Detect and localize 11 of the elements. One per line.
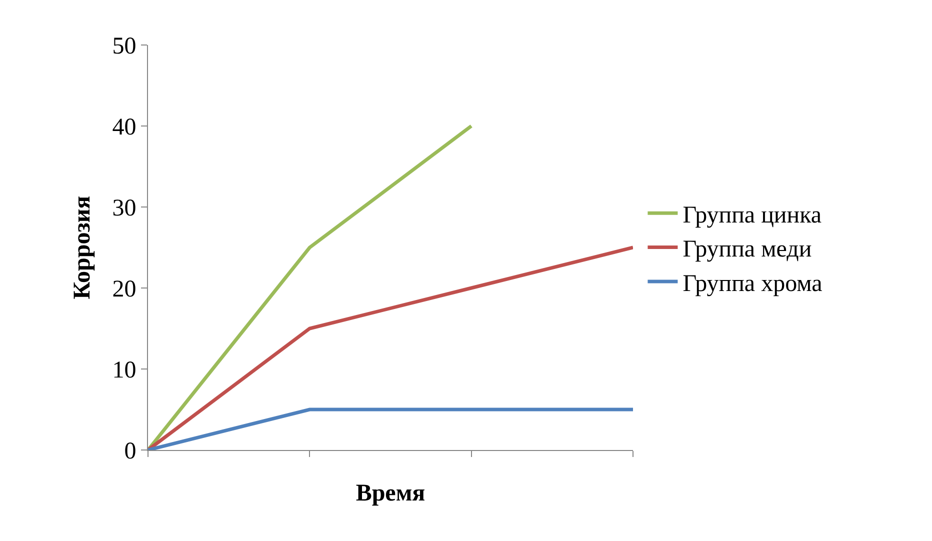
x-axis-title: Время [356, 480, 426, 507]
y-tick-label: 50 [112, 33, 136, 60]
y-tick-label: 10 [112, 357, 136, 384]
y-axis-title: Коррозия [69, 196, 96, 300]
legend-label: Группа хрома [682, 270, 823, 297]
y-tick-label: 30 [112, 195, 136, 222]
y-tick-label: 20 [112, 276, 136, 302]
legend-label: Группа цинка [682, 202, 822, 228]
y-tick-label: 0 [124, 438, 136, 464]
legend-label: Группа меди [682, 236, 812, 263]
y-tick-label: 40 [112, 114, 136, 140]
